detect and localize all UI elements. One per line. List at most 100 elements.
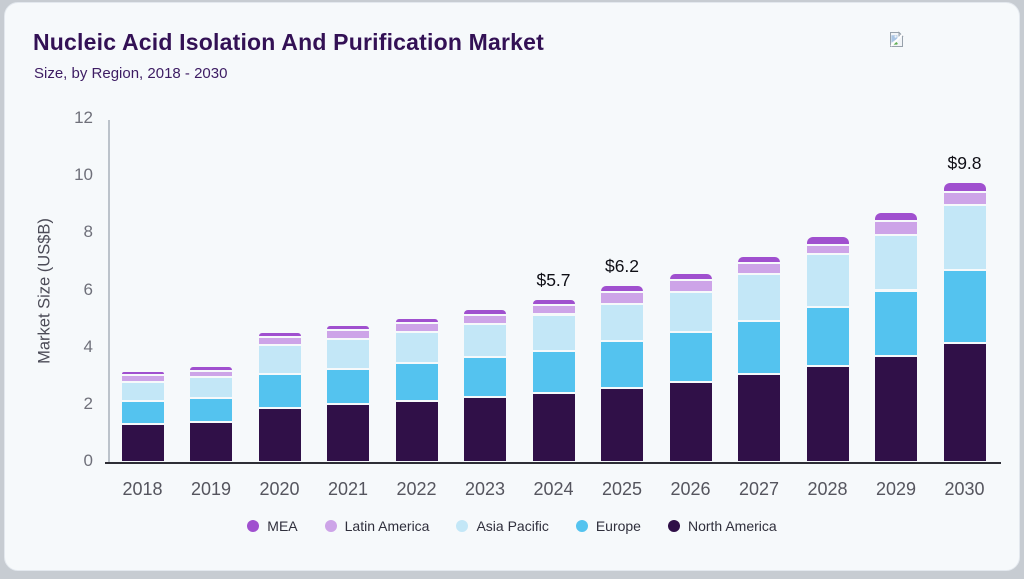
bar-segment-europe bbox=[190, 398, 232, 421]
bar-segment-europe bbox=[532, 351, 575, 393]
bar-2030 bbox=[943, 3, 986, 463]
value-label: $6.2 bbox=[604, 255, 640, 276]
bar-segment-europe bbox=[669, 332, 712, 381]
legend-label: MEA bbox=[267, 518, 298, 534]
bar-segment-latin-america bbox=[327, 330, 369, 338]
bar-segment-asia-pacific bbox=[738, 274, 780, 320]
bar-2021 bbox=[327, 3, 369, 463]
bar-segment-asia-pacific bbox=[532, 315, 575, 350]
bar-segment-asia-pacific bbox=[875, 236, 917, 290]
bar-segment-asia-pacific bbox=[395, 332, 438, 363]
y-axis-line bbox=[108, 120, 110, 463]
y-axis-tick-label: 8 bbox=[83, 222, 93, 242]
bar-segment-latin-america bbox=[395, 324, 438, 331]
bar-2027 bbox=[738, 3, 780, 463]
y-axis-tick-label: 0 bbox=[83, 451, 93, 470]
bar-segment-europe bbox=[395, 364, 438, 401]
y-axis-tick-label: 6 bbox=[83, 279, 93, 299]
bar-segment-mea bbox=[464, 310, 506, 314]
legend-label: Asia Pacific bbox=[476, 518, 549, 534]
legend-label: Latin America bbox=[344, 518, 430, 534]
bar-2024 bbox=[532, 3, 575, 463]
x-axis-tick-label: 2029 bbox=[875, 479, 917, 499]
bar-segment-north-america bbox=[395, 402, 438, 461]
bar-segment-latin-america bbox=[532, 305, 575, 314]
x-axis-tick-label: 2022 bbox=[396, 479, 437, 499]
x-axis-tick-label: 2027 bbox=[738, 479, 780, 499]
plot-area: Market Size (US$B) 0 2 4 6 8 10 12 2018 2019 202… bbox=[5, 3, 1024, 579]
bar-segment-north-america bbox=[121, 424, 164, 461]
bar-2023 bbox=[464, 3, 506, 463]
legend-item-asia-pacific: Asia Pacific bbox=[456, 518, 549, 534]
bar-segment-latin-america bbox=[601, 292, 643, 303]
x-axis-tick-label: 2023 bbox=[464, 479, 506, 499]
legend-swatch bbox=[456, 520, 469, 532]
bar-segment-europe bbox=[875, 291, 917, 355]
bar-segment-latin-america bbox=[738, 264, 780, 273]
bar-segment-mea bbox=[669, 274, 712, 279]
chart-card: Nucleic Acid Isolation And Purification … bbox=[4, 2, 1020, 571]
x-axis-tick-label: 2024 bbox=[533, 479, 574, 499]
bar-2029 bbox=[875, 3, 917, 463]
bar-segment-north-america bbox=[738, 374, 780, 461]
x-axis-tick-label: 2030 bbox=[944, 479, 985, 499]
value-label: $5.7 bbox=[536, 270, 571, 291]
y-axis-tick-label: 10 bbox=[74, 165, 93, 185]
legend-label: Europe bbox=[595, 518, 641, 534]
bar-2026 bbox=[669, 3, 712, 463]
bar-segment-mea bbox=[532, 300, 575, 304]
bar-segment-mea bbox=[875, 212, 917, 221]
x-axis-tick-label: 2019 bbox=[190, 479, 232, 499]
broken-image-icon bbox=[888, 31, 905, 48]
bar-segment-asia-pacific bbox=[190, 378, 232, 397]
bar-segment-mea bbox=[121, 371, 164, 375]
bar-segment-asia-pacific bbox=[806, 255, 849, 307]
bar-segment-asia-pacific bbox=[327, 339, 369, 368]
bar-segment-north-america bbox=[875, 356, 917, 461]
bar-segment-mea bbox=[190, 367, 232, 371]
legend: MEA Latin America Asia Pacific Europe North … bbox=[5, 518, 1019, 534]
bar-segment-europe bbox=[121, 402, 164, 423]
legend-item-europe: Europe bbox=[575, 518, 641, 534]
bar-2025 bbox=[601, 3, 643, 463]
bar-segment-latin-america bbox=[806, 245, 849, 254]
bar-segment-mea bbox=[395, 318, 438, 323]
bar-segment-latin-america bbox=[190, 372, 232, 377]
bar-segment-europe bbox=[943, 271, 986, 342]
legend-label: North America bbox=[687, 518, 777, 534]
bar-segment-north-america bbox=[806, 366, 849, 461]
bar-segment-latin-america bbox=[875, 222, 917, 235]
y-axis-tick-label: 4 bbox=[83, 336, 93, 356]
bar-segment-latin-america bbox=[669, 280, 712, 292]
y-axis-tick-label: 2 bbox=[83, 393, 93, 413]
bar-segment-europe bbox=[601, 342, 643, 387]
bar-segment-mea bbox=[806, 237, 849, 244]
legend-swatch bbox=[667, 520, 680, 532]
legend-item-north-america: North America bbox=[667, 518, 777, 534]
bar-2018 bbox=[121, 3, 164, 463]
bar-segment-europe bbox=[738, 321, 780, 373]
x-axis-line bbox=[105, 462, 1001, 464]
bar-segment-asia-pacific bbox=[601, 304, 643, 341]
bar-segment-north-america bbox=[943, 343, 986, 461]
bar-segment-latin-america bbox=[943, 193, 986, 205]
value-label: $9.8 bbox=[947, 152, 982, 173]
bar-segment-north-america bbox=[258, 408, 301, 461]
legend-swatch bbox=[324, 520, 337, 532]
bar-segment-north-america bbox=[464, 398, 506, 461]
bar-segment-latin-america bbox=[464, 315, 506, 323]
chart-subtitle: Size, by Region, 2018 - 2030 bbox=[34, 65, 228, 82]
bar-segment-mea bbox=[738, 257, 780, 263]
chart-title: Nucleic Acid Isolation And Purification … bbox=[33, 29, 545, 55]
legend-swatch bbox=[575, 520, 588, 532]
x-axis-tick-label: 2020 bbox=[259, 479, 300, 499]
bar-segment-europe bbox=[258, 374, 301, 407]
bar-segment-mea bbox=[327, 325, 369, 329]
bar-segment-asia-pacific bbox=[258, 346, 301, 373]
legend-item-latin-america: Latin America bbox=[324, 518, 430, 534]
x-axis-tick-label: 2021 bbox=[327, 479, 369, 499]
bar-segment-europe bbox=[327, 369, 369, 404]
bar-segment-asia-pacific bbox=[121, 382, 164, 401]
bar-segment-asia-pacific bbox=[943, 206, 986, 270]
legend-swatch bbox=[247, 520, 260, 532]
